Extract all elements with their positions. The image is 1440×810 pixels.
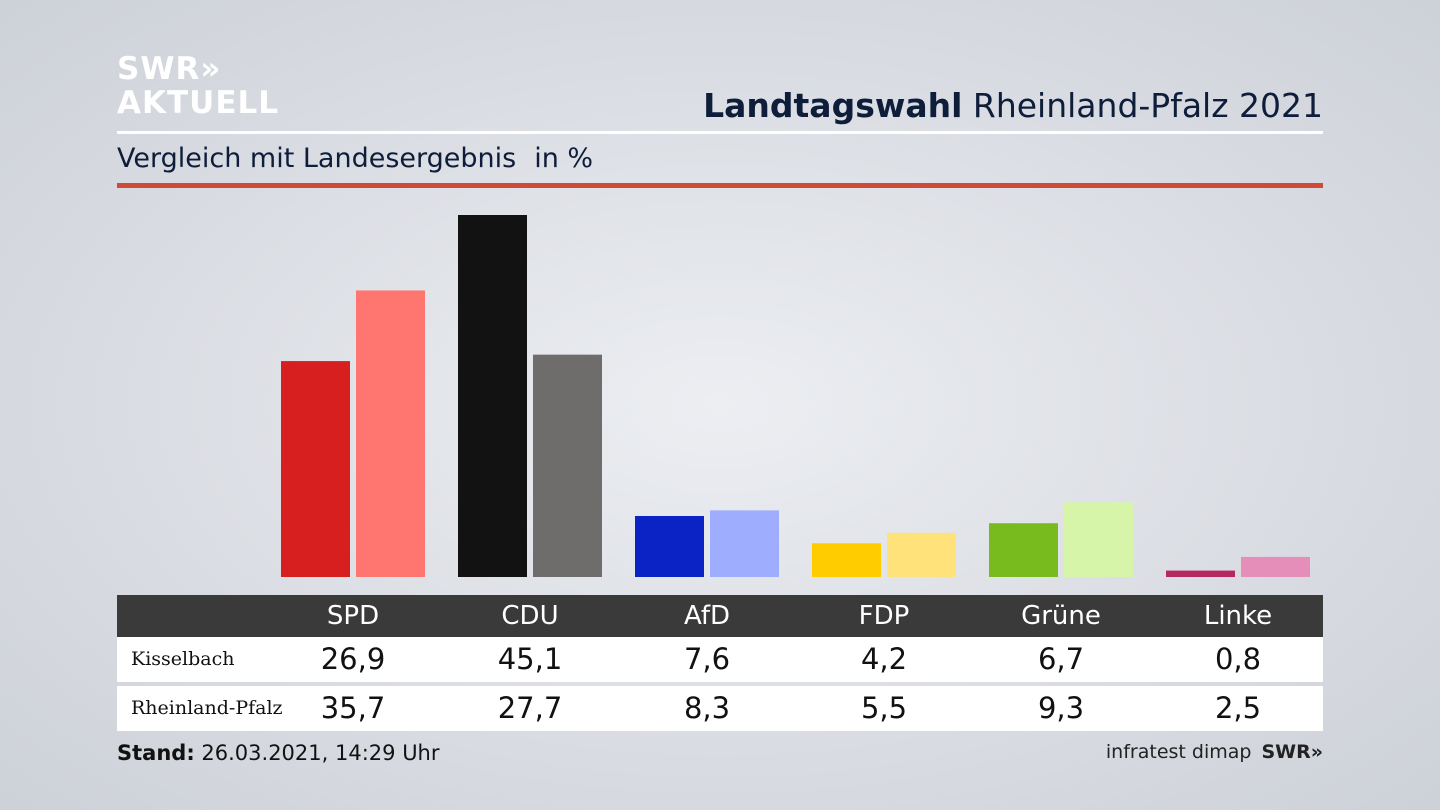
source-credit: infratest dimap SWR» bbox=[1106, 741, 1323, 763]
logo-line-1: SWR» bbox=[117, 51, 222, 87]
bar-spd-local bbox=[281, 361, 350, 577]
value-cell: 2,5 bbox=[1214, 691, 1262, 725]
chart-subtitle: Vergleich mit Landesergebnis in % bbox=[117, 143, 593, 174]
value-cell: 35,7 bbox=[320, 691, 386, 725]
value-cell: 5,5 bbox=[860, 691, 908, 725]
party-label-cdu: CDU bbox=[501, 601, 559, 631]
logo-line-2: AKTUELL bbox=[117, 85, 280, 121]
timestamp: Stand: 26.03.2021, 14:29 Uhr bbox=[117, 741, 440, 765]
value-cell: 9,3 bbox=[1037, 691, 1085, 725]
title-divider bbox=[117, 131, 1323, 134]
party-header-row: SPD CDU AfD FDP Grüne Linke bbox=[117, 595, 1323, 637]
party-label-fdp: FDP bbox=[858, 601, 910, 631]
swr-logo: SWR» bbox=[1261, 741, 1323, 763]
bar-afd-local bbox=[635, 515, 704, 577]
value-cell: 8,3 bbox=[683, 691, 731, 725]
bar-cdu-local bbox=[458, 215, 527, 577]
stand-value: 26.03.2021, 14:29 Uhr bbox=[201, 741, 440, 765]
bar-cdu-state bbox=[533, 354, 602, 577]
value-cell: 4,2 bbox=[860, 642, 908, 676]
value-cell: 0,8 bbox=[1214, 642, 1262, 676]
row-label: Kisselbach bbox=[131, 648, 235, 670]
bar-chart bbox=[281, 215, 1310, 577]
source-text: infratest dimap bbox=[1105, 741, 1252, 763]
bar-grüne-local bbox=[989, 523, 1058, 577]
value-cell: 27,7 bbox=[497, 691, 563, 725]
party-label-spd: SPD bbox=[326, 601, 380, 631]
table-row: Rheinland-Pfalz 35,7 27,7 8,3 5,5 9,3 2,5 bbox=[117, 686, 1323, 731]
accent-divider bbox=[117, 183, 1323, 188]
results-table: SPD CDU AfD FDP Grüne Linke Kisselbach 26,9 45… bbox=[117, 595, 1323, 731]
bar-afd-state bbox=[710, 510, 779, 577]
page-title: Landtagswahl Rheinland-Pfalz 2021 bbox=[703, 86, 1323, 125]
party-label-linke: Linke bbox=[1203, 601, 1273, 631]
table-row: Kisselbach 26,9 45,1 7,6 4,2 6,7 0,8 bbox=[117, 637, 1323, 682]
party-label-grüne: Grüne bbox=[1021, 601, 1101, 631]
bar-fdp-local bbox=[812, 543, 881, 577]
bar-spd-state bbox=[356, 290, 425, 577]
bar-grüne-state bbox=[1064, 502, 1133, 577]
unit-label: in % bbox=[534, 143, 594, 174]
bar-fdp-state bbox=[887, 532, 956, 577]
bar-linke-state bbox=[1241, 556, 1310, 577]
value-cell: 7,6 bbox=[683, 642, 731, 676]
value-cell: 6,7 bbox=[1037, 642, 1085, 676]
subtitle-text: Vergleich mit Landesergebnis bbox=[117, 143, 517, 174]
party-label-afd: AfD bbox=[683, 601, 731, 631]
swr-aktuell-logo: SWR» AKTUELL bbox=[117, 54, 279, 119]
stand-label: Stand: bbox=[117, 741, 195, 765]
title-rest: Rheinland-Pfalz 2021 bbox=[972, 86, 1323, 125]
bar-linke-local bbox=[1166, 570, 1235, 577]
value-cell: 26,9 bbox=[320, 642, 386, 676]
row-label: Rheinland-Pfalz bbox=[131, 697, 283, 719]
value-cell: 45,1 bbox=[497, 642, 563, 676]
title-bold: Landtagswahl bbox=[703, 86, 963, 125]
